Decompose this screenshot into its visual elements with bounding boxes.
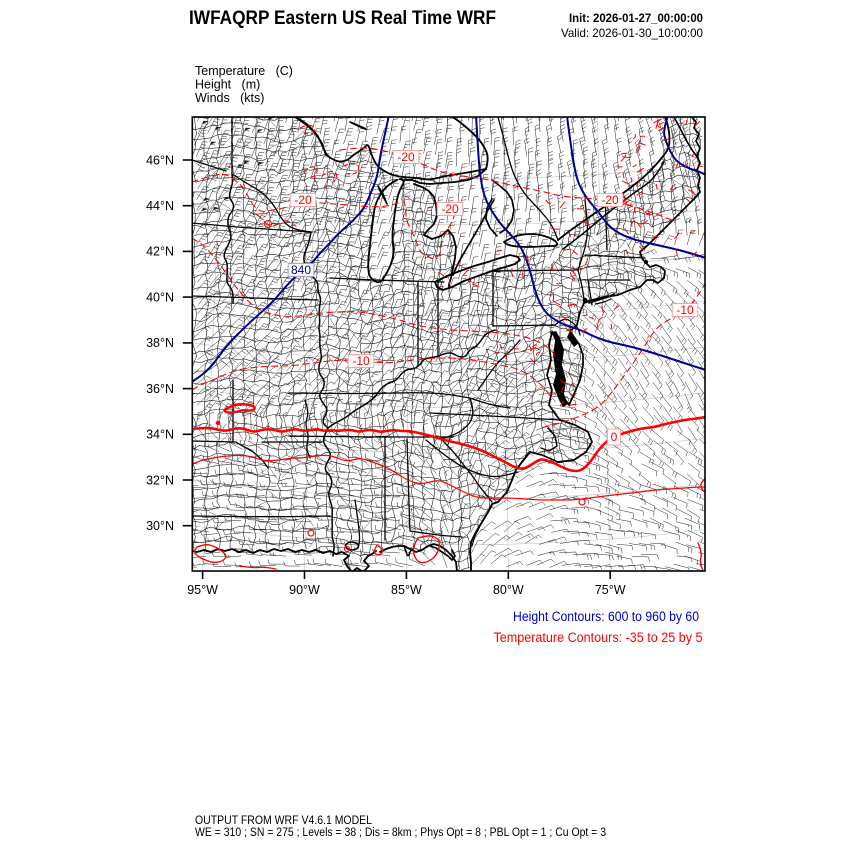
svg-text:44°N: 44°N [146,199,174,213]
svg-text:-10: -10 [676,303,694,317]
svg-text:30°N: 30°N [146,519,174,533]
svg-text:-20: -20 [441,202,459,216]
svg-text:36°N: 36°N [146,382,174,396]
svg-text:OUTPUT FROM WRF V4.6.1 MODEL: OUTPUT FROM WRF V4.6.1 MODEL [195,815,373,827]
svg-text:38°N: 38°N [146,336,174,350]
svg-text:32°N: 32°N [146,473,174,487]
svg-text:42°N: 42°N [146,245,174,259]
svg-text:46°N: 46°N [146,153,174,167]
svg-text:WE = 310 ; SN = 275 ; Levels =: WE = 310 ; SN = 275 ; Levels = 38 ; Dis … [195,827,606,839]
svg-text:80°W: 80°W [493,583,524,597]
svg-text:-20: -20 [294,193,312,207]
svg-text:IWFAQRP Eastern US Real Time W: IWFAQRP Eastern US Real Time WRF [189,8,496,29]
svg-text:Winds (kts): Winds (kts) [195,91,264,105]
svg-text:Init: 2026-01-27_00:00:00: Init: 2026-01-27_00:00:00 [569,11,703,25]
svg-text:840: 840 [291,263,311,277]
svg-text:-20: -20 [601,193,619,207]
svg-text:Height (m): Height (m) [195,78,260,92]
svg-text:95°W: 95°W [187,583,218,597]
svg-text:85°W: 85°W [391,583,422,597]
svg-text:0: 0 [611,430,618,444]
svg-text:90°W: 90°W [289,583,320,597]
svg-text:34°N: 34°N [146,428,174,442]
svg-text:-10: -10 [352,354,370,368]
svg-text:Height Contours: 600 to 960 by: Height Contours: 600 to 960 by 60 [513,609,699,624]
svg-text:Temperature Contours: -35 to 2: Temperature Contours: -35 to 25 by 5 [494,630,703,645]
svg-text:75°W: 75°W [595,583,626,597]
svg-text:-20: -20 [397,150,415,164]
svg-text:Valid: 2026-01-30_10:00:00: Valid: 2026-01-30_10:00:00 [561,26,703,40]
svg-text:40°N: 40°N [146,290,174,304]
svg-text:Temperature (C): Temperature (C) [195,64,293,78]
